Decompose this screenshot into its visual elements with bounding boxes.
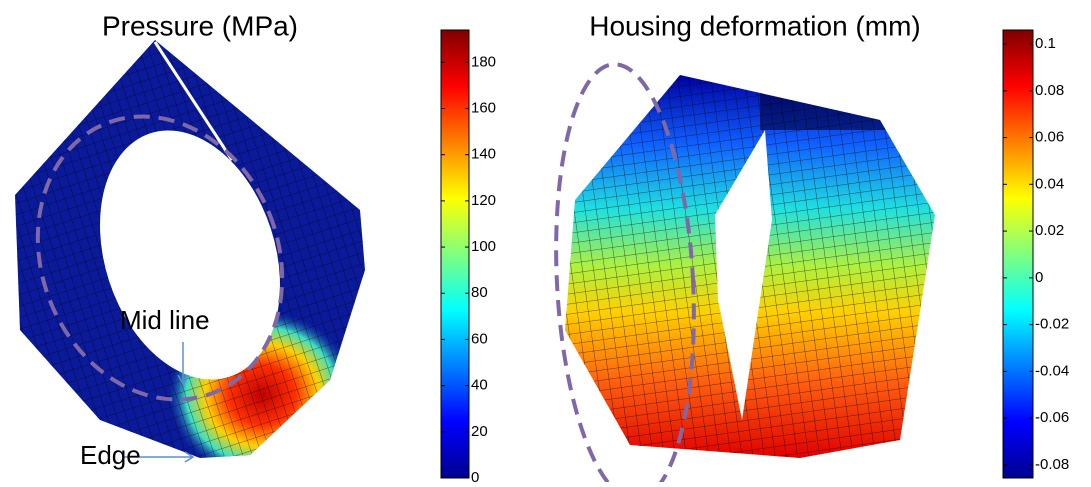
colorbar-tick-label: 180 <box>471 53 496 70</box>
figure: Pressure (MPa) 0 20 40 60 80 100 120 140 160 180 Mi… <box>0 0 1091 482</box>
colorbar-tick-label: 100 <box>471 238 496 255</box>
colorbar-tick-label: 0.08 <box>1035 82 1064 99</box>
annotation: Mid line <box>120 305 210 335</box>
colorbar-tick-label: 0.1 <box>1035 35 1056 52</box>
chart-title: Housing deformation (mm) <box>589 10 920 41</box>
colorbar-tick-label: 0.04 <box>1035 175 1064 192</box>
colorbar-tick-label: 40 <box>471 377 488 394</box>
colorbar-tick-label: 160 <box>471 99 496 116</box>
colorbar-tick-label: 20 <box>471 423 488 440</box>
colorbar-tick-label: 0 <box>471 469 479 482</box>
colorbar-tick-label: 60 <box>471 330 488 347</box>
colorbar <box>441 30 469 478</box>
colorbar-tick-label: -0.08 <box>1035 456 1069 473</box>
colorbar-tick-label: 0.02 <box>1035 222 1064 239</box>
colorbar <box>1003 30 1033 478</box>
colorbar-tick-label: 140 <box>471 146 496 163</box>
colorbar-tick-label: -0.02 <box>1035 316 1069 333</box>
colorbar-tick-label: -0.06 <box>1035 409 1069 426</box>
colorbar-tick-label: 120 <box>471 192 496 209</box>
colorbar-tick-label: 80 <box>471 284 488 301</box>
annotation: Edge <box>80 440 141 470</box>
chart-title: Pressure (MPa) <box>102 10 298 41</box>
pressure-surface <box>0 0 420 482</box>
colorbar-tick-label: 0 <box>1035 269 1043 286</box>
colorbar-tick-label: 0.06 <box>1035 129 1064 146</box>
deformation-surface <box>540 0 960 482</box>
colorbar-tick-label: -0.04 <box>1035 362 1069 379</box>
